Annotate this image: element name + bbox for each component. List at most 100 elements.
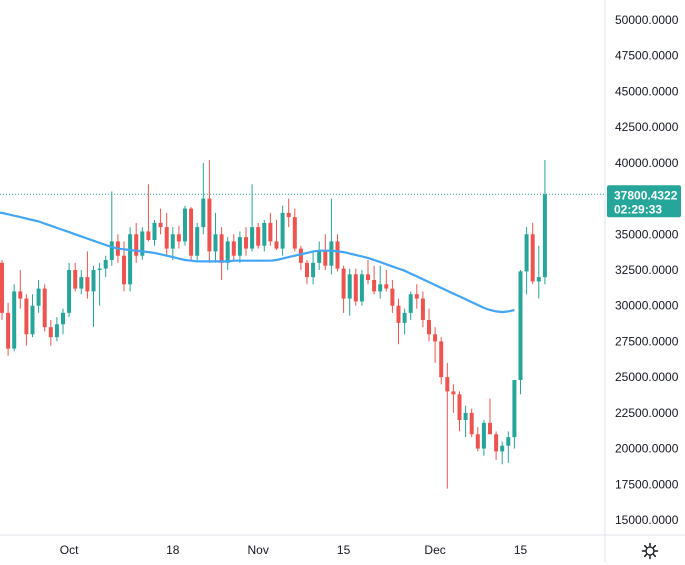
candle-body [109, 241, 114, 260]
y-tick-label: 20000.0000 [615, 442, 679, 456]
candle [244, 227, 248, 256]
candle [359, 270, 364, 306]
candle [445, 362, 450, 489]
candle [433, 327, 438, 363]
candle [85, 251, 90, 299]
candle-body [61, 312, 65, 325]
candle-body [274, 241, 279, 249]
candle [201, 162, 206, 235]
candle [91, 265, 96, 328]
y-tick-label: 17500.0000 [615, 477, 679, 491]
candle-body [176, 234, 181, 242]
candle [189, 207, 194, 260]
candle-body [195, 227, 200, 256]
candle [176, 225, 181, 249]
time-axis[interactable]: Oct 18 Nov 15 Dec 15 [60, 543, 528, 557]
candle [396, 298, 401, 345]
x-tick-label: 15 [514, 543, 528, 557]
y-tick-label: 45000.0000 [615, 84, 679, 98]
x-tick-label: Nov [248, 543, 269, 557]
candle [427, 308, 431, 342]
candle [280, 205, 285, 256]
candle [305, 260, 309, 285]
x-tick-label: Oct [60, 543, 79, 557]
candle-body [463, 412, 468, 420]
y-tick-label: 47500.0000 [615, 49, 679, 63]
candle-body [42, 288, 47, 328]
candle-body [146, 231, 151, 240]
candle-body [54, 324, 59, 338]
candle-body [530, 234, 535, 282]
candle-body [384, 284, 389, 289]
candle-body [347, 274, 352, 299]
gear-icon[interactable] [641, 542, 659, 560]
candle [536, 245, 541, 299]
candle [475, 427, 480, 452]
candle [36, 280, 41, 313]
candle [219, 227, 224, 280]
candle-body [12, 291, 17, 349]
candle-body [18, 291, 23, 299]
candle-body [451, 391, 456, 395]
candle-body [335, 241, 340, 269]
y-tick-label: 40000.0000 [615, 156, 679, 170]
candle-body [329, 241, 334, 266]
candle [128, 227, 133, 292]
last-price-label: 37800.4322 [614, 188, 678, 202]
candle-body [433, 334, 438, 342]
candle [6, 302, 11, 356]
candle-body [280, 212, 285, 249]
candle-body [536, 277, 541, 282]
candle-body [488, 422, 492, 435]
countdown-label: 02:29:33 [614, 202, 662, 216]
candle [494, 431, 499, 460]
moving-average-series [0, 211, 515, 314]
candle [524, 227, 529, 295]
y-tick-label: 42500.0000 [615, 120, 679, 134]
candle-body [341, 268, 346, 299]
candle-body [219, 234, 224, 263]
candle [18, 270, 23, 309]
candle-body [311, 262, 316, 278]
candle [463, 405, 468, 438]
candle-body [353, 274, 358, 302]
candle-body [183, 208, 187, 242]
candle [250, 184, 255, 252]
candle-body [244, 237, 248, 249]
candle-body [408, 294, 413, 313]
candle-body [152, 222, 157, 240]
candle [42, 284, 47, 332]
candle [268, 212, 273, 246]
candle [512, 380, 517, 449]
candle [311, 251, 316, 285]
candle [384, 270, 389, 292]
candle [237, 231, 242, 263]
candle [317, 241, 322, 270]
candle [152, 220, 157, 246]
candle-body [140, 231, 145, 256]
candle-body [6, 312, 11, 349]
candlestick-series [0, 160, 547, 489]
y-tick-label: 22500.0000 [615, 406, 679, 420]
candle-body [97, 268, 102, 270]
candle [439, 337, 444, 385]
candle-body [79, 277, 84, 289]
candle [469, 408, 474, 438]
candle [518, 270, 523, 395]
price-axis[interactable]: 50000.0000 47500.0000 45000.0000 42500.0000… [615, 13, 679, 527]
candle [506, 431, 511, 463]
candle [481, 420, 486, 456]
x-tick-label: Dec [424, 543, 445, 557]
candle [213, 212, 218, 263]
y-tick-label: 50000.0000 [615, 13, 679, 27]
candle-body [518, 271, 523, 380]
candle [341, 265, 346, 313]
candle [390, 280, 395, 313]
candle [231, 234, 236, 260]
candle-body [268, 222, 273, 242]
candle-body [122, 255, 126, 285]
y-tick-label: 15000.0000 [615, 513, 679, 527]
candle [372, 265, 377, 295]
candle-body [207, 198, 212, 252]
